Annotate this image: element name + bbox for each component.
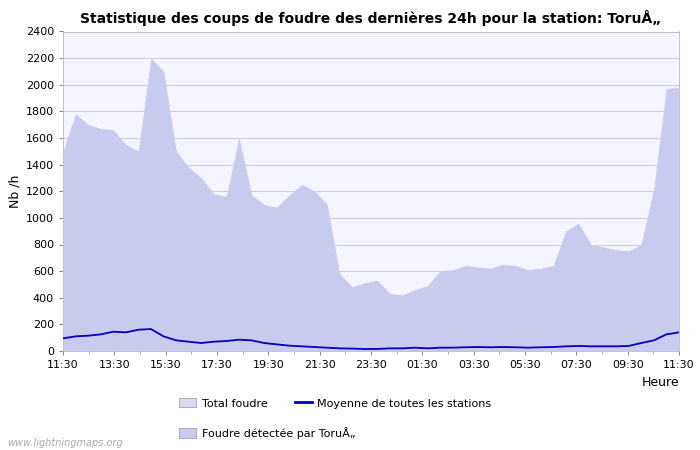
Text: www.lightningmaps.org: www.lightningmaps.org	[7, 438, 122, 448]
Legend: Foudre détectée par ToruÅ„: Foudre détectée par ToruÅ„	[179, 427, 356, 439]
Y-axis label: Nb /h: Nb /h	[8, 175, 22, 208]
Text: Heure: Heure	[641, 376, 679, 389]
Title: Statistique des coups de foudre des dernières 24h pour la station: ToruÅ„: Statistique des coups de foudre des dern…	[80, 10, 662, 26]
